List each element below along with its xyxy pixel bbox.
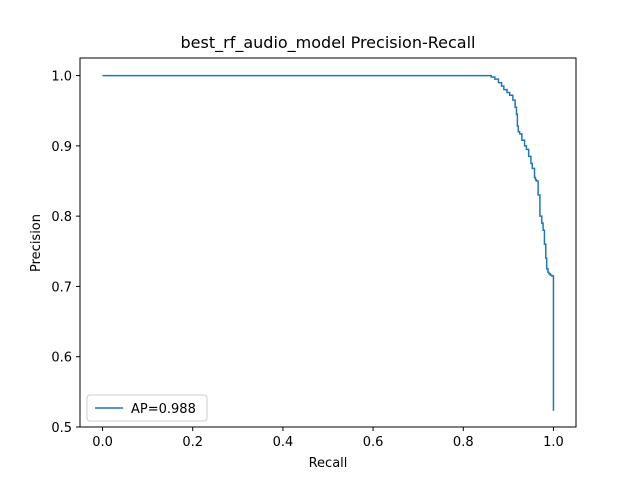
legend-box <box>86 394 208 422</box>
plot-area <box>102 74 555 411</box>
y-tick-label: 0.6 <box>51 351 72 366</box>
y-tick-label: 0.7 <box>51 280 72 295</box>
axes-frame <box>79 57 577 428</box>
x-axis-label: Recall <box>309 456 348 471</box>
legend: AP=0.988 <box>86 394 208 422</box>
x-tick-label: 1.0 <box>543 435 564 450</box>
x-tick-label: 0.0 <box>92 435 113 450</box>
x-axis: 0.0 0.2 0.4 0.6 0.8 1.0 <box>92 427 564 450</box>
x-tick-label: 0.6 <box>363 435 384 450</box>
legend-label: AP=0.988 <box>131 402 196 417</box>
x-tick-label: 0.4 <box>273 435 294 450</box>
x-tick-label: 0.8 <box>453 435 474 450</box>
y-axis: 0.5 0.6 0.7 0.8 0.9 1.0 <box>51 70 80 436</box>
x-tick-label: 0.2 <box>182 435 203 450</box>
y-tick-label: 0.5 <box>51 421 72 436</box>
chart-title: best_rf_audio_model Precision-Recall <box>181 33 476 53</box>
y-tick-label: 0.9 <box>51 140 72 155</box>
series-line-ap <box>102 74 555 411</box>
y-tick-label: 1.0 <box>51 70 72 85</box>
y-tick-label: 0.8 <box>51 210 72 225</box>
y-axis-label: Precision <box>29 214 44 272</box>
